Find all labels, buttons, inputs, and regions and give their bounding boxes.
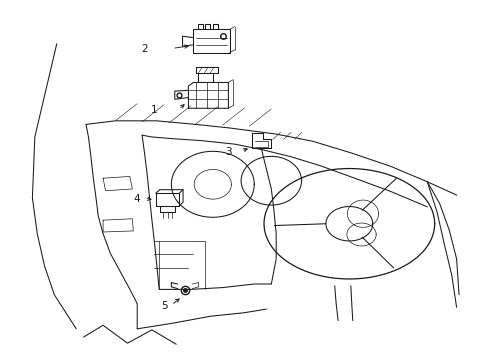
- Text: 1: 1: [151, 105, 157, 115]
- Text: 4: 4: [133, 194, 139, 204]
- Text: 5: 5: [161, 301, 167, 311]
- Text: 3: 3: [225, 147, 232, 157]
- Text: 2: 2: [141, 44, 147, 54]
